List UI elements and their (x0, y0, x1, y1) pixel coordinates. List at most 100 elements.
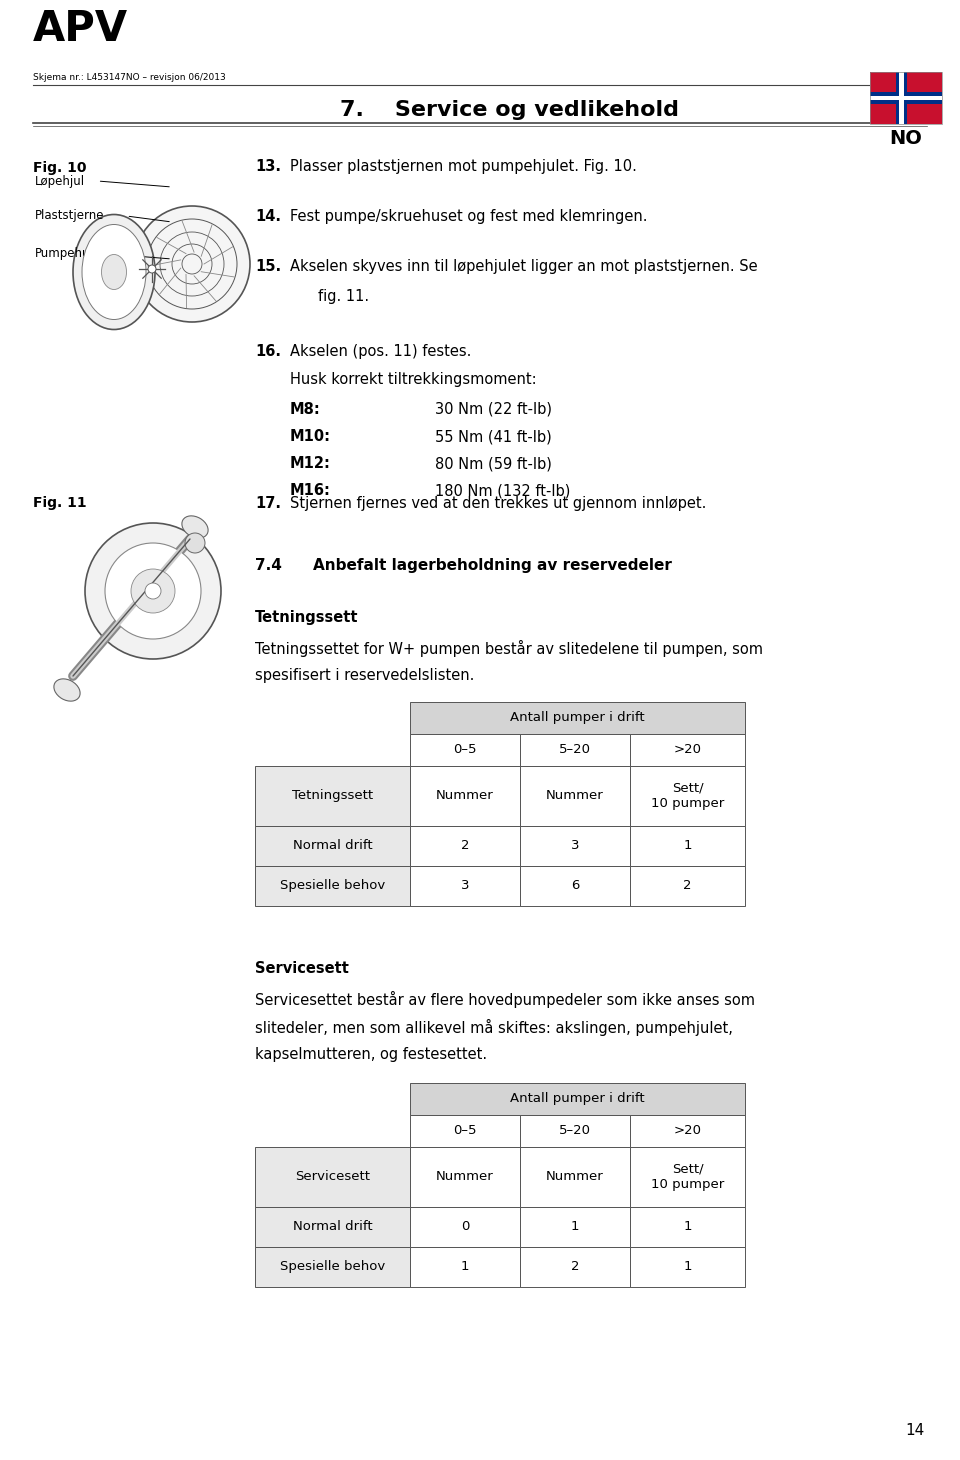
Bar (870, 95, 942, 101)
Circle shape (148, 266, 156, 273)
Text: 0–5: 0–5 (453, 743, 477, 756)
Text: >20: >20 (674, 743, 702, 756)
Text: Husk korrekt tiltrekkingsmoment:: Husk korrekt tiltrekkingsmoment: (290, 372, 537, 387)
Text: 14.: 14. (255, 209, 281, 223)
Bar (630, 734, 745, 766)
Text: Fig. 11: Fig. 11 (33, 496, 86, 510)
Text: 3: 3 (461, 879, 469, 892)
Text: NO: NO (890, 128, 923, 147)
Bar (870, 92, 942, 104)
Circle shape (85, 523, 221, 658)
Text: Spesielle behov: Spesielle behov (280, 879, 385, 892)
Bar (410, 766, 520, 826)
Circle shape (134, 206, 250, 323)
Text: Fest pumpe/skruehuset og fest med klemringen.: Fest pumpe/skruehuset og fest med klemri… (290, 209, 647, 223)
Text: 55 Nm (41 ft-lb): 55 Nm (41 ft-lb) (435, 429, 552, 444)
Text: Sett/
10 pumper: Sett/ 10 pumper (651, 781, 724, 810)
Bar (410, 734, 520, 766)
Bar (520, 1115, 630, 1148)
Bar (870, 72, 942, 124)
Bar (520, 826, 630, 866)
Text: Akselen (pos. 11) festes.: Akselen (pos. 11) festes. (290, 345, 471, 359)
Text: Tetningssett: Tetningssett (255, 610, 358, 625)
Text: 80 Nm (59 ft-lb): 80 Nm (59 ft-lb) (435, 456, 552, 472)
Ellipse shape (54, 679, 80, 701)
Text: Normal drift: Normal drift (293, 1221, 372, 1234)
Text: M16:: M16: (290, 483, 331, 498)
Bar (630, 1207, 745, 1247)
Text: Nummer: Nummer (546, 790, 604, 803)
Bar (410, 702, 745, 734)
Text: APV: APV (33, 7, 128, 50)
Text: 30 Nm (22 ft-lb): 30 Nm (22 ft-lb) (435, 402, 552, 418)
Text: 7.    Service og vedlikehold: 7. Service og vedlikehold (341, 99, 680, 120)
Bar (520, 766, 630, 826)
Bar (520, 1207, 630, 1247)
Text: 1: 1 (571, 1221, 579, 1234)
Text: 0: 0 (461, 1221, 469, 1234)
Text: M10:: M10: (290, 429, 331, 444)
Bar (410, 866, 520, 907)
Bar (630, 826, 745, 866)
Bar (520, 734, 630, 766)
Text: 2: 2 (461, 839, 469, 853)
Bar (870, 72, 942, 124)
Text: Servicesettet består av flere hovedpumpedeler som ikke anses som: Servicesettet består av flere hovedpumpe… (255, 991, 755, 1007)
Circle shape (131, 569, 175, 613)
Bar (410, 1083, 745, 1115)
Text: >20: >20 (674, 1124, 702, 1137)
Bar (520, 866, 630, 907)
Text: Antall pumper i drift: Antall pumper i drift (510, 711, 645, 724)
Text: Skjema nr.: L453147NO – revisjon 06/2013: Skjema nr.: L453147NO – revisjon 06/2013 (33, 73, 226, 82)
Bar (255, 1148, 410, 1207)
Text: Tetningssett: Tetningssett (292, 790, 373, 803)
Bar (255, 766, 410, 826)
Text: 2: 2 (571, 1260, 579, 1273)
Bar (896, 72, 907, 124)
Text: 17.: 17. (255, 496, 281, 511)
Bar (255, 866, 410, 907)
Bar (630, 1115, 745, 1148)
Text: 16.: 16. (255, 345, 281, 359)
Bar (255, 826, 410, 866)
Text: M8:: M8: (290, 402, 321, 418)
Text: Anbefalt lagerbeholdning av reservedeler: Anbefalt lagerbeholdning av reservedeler (313, 558, 672, 572)
Text: Nummer: Nummer (436, 1171, 493, 1184)
Text: 1: 1 (684, 839, 692, 853)
Text: 1: 1 (684, 1221, 692, 1234)
Bar (410, 826, 520, 866)
Text: Tetningssettet for W+ pumpen består av slitedelene til pumpen, som: Tetningssettet for W+ pumpen består av s… (255, 639, 763, 657)
Circle shape (105, 543, 201, 639)
Text: 0–5: 0–5 (453, 1124, 477, 1137)
Text: Løpehjul: Løpehjul (35, 175, 85, 187)
Text: Spesielle behov: Spesielle behov (280, 1260, 385, 1273)
Text: Nummer: Nummer (436, 790, 493, 803)
Bar (900, 72, 904, 124)
Text: 14: 14 (905, 1424, 925, 1438)
Ellipse shape (73, 215, 155, 330)
Bar (630, 766, 745, 826)
Bar (630, 1148, 745, 1207)
Text: Nummer: Nummer (546, 1171, 604, 1184)
Bar (255, 1247, 410, 1288)
Text: 2: 2 (684, 879, 692, 892)
Text: 1: 1 (684, 1260, 692, 1273)
Circle shape (185, 533, 205, 553)
Text: Sett/
10 pumper: Sett/ 10 pumper (651, 1162, 724, 1191)
Bar (630, 866, 745, 907)
Text: Plasser plaststjernen mot pumpehjulet. Fig. 10.: Plasser plaststjernen mot pumpehjulet. F… (290, 159, 636, 174)
Text: Fig. 10: Fig. 10 (33, 161, 86, 175)
Text: Servicesett: Servicesett (295, 1171, 370, 1184)
Text: Akselen skyves inn til løpehjulet ligger an mot plaststjernen. Se: Akselen skyves inn til løpehjulet ligger… (290, 258, 757, 274)
Text: Plaststjerne: Plaststjerne (35, 209, 105, 222)
Text: 180 Nm (132 ft-lb): 180 Nm (132 ft-lb) (435, 483, 570, 498)
Text: 13.: 13. (255, 159, 281, 174)
Text: 5–20: 5–20 (559, 743, 591, 756)
Text: 7.4: 7.4 (255, 558, 282, 572)
Text: 5–20: 5–20 (559, 1124, 591, 1137)
Text: spesifisert i reservedelslisten.: spesifisert i reservedelslisten. (255, 669, 474, 683)
Text: Normal drift: Normal drift (293, 839, 372, 853)
Bar (520, 1148, 630, 1207)
Text: 3: 3 (571, 839, 579, 853)
Text: Antall pumper i drift: Antall pumper i drift (510, 1092, 645, 1105)
